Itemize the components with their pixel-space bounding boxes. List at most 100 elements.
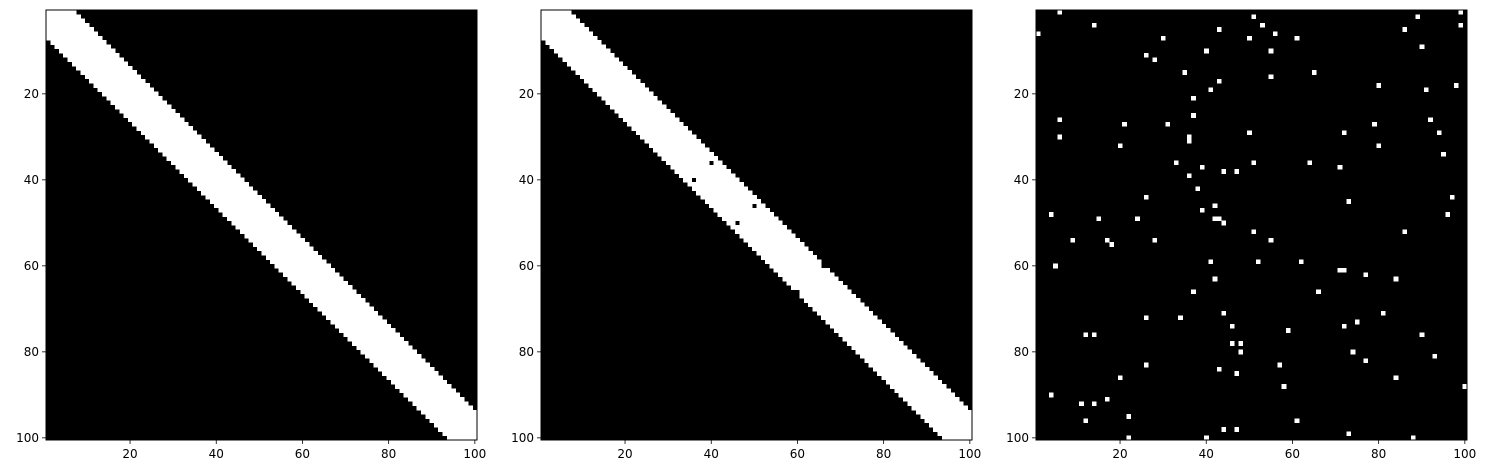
heatmap-cell [963, 418, 969, 424]
heatmap-cell [592, 35, 598, 41]
heatmap-cell [270, 225, 275, 230]
heatmap-cell [881, 328, 887, 333]
heatmap-cell [110, 65, 116, 71]
heatmap-cell [941, 397, 947, 402]
heatmap-cell [752, 233, 757, 239]
heatmap-cell [352, 306, 357, 312]
heatmap-cell [360, 332, 366, 338]
heatmap-cell [704, 151, 710, 157]
heatmap-cell [803, 298, 809, 303]
heatmap-cell [713, 160, 719, 166]
heatmap-cell [562, 44, 568, 50]
heatmap-cell [614, 96, 619, 101]
heatmap-cell [1402, 229, 1408, 234]
heatmap-cell [179, 169, 185, 174]
heatmap-cell [885, 375, 891, 381]
heatmap-cell [170, 134, 176, 140]
heatmap-cell [618, 70, 624, 75]
heatmap-cell [1273, 31, 1278, 37]
heatmap-cell [1410, 435, 1416, 441]
heatmap-cell [769, 229, 775, 234]
heatmap-cell [648, 143, 654, 148]
heatmap-cell [270, 255, 275, 260]
heatmap-cell [205, 143, 211, 148]
heatmap-cell [89, 74, 94, 80]
heatmap-cell [605, 48, 611, 54]
heatmap-cell [1251, 160, 1257, 166]
heatmap-cell [1186, 134, 1192, 140]
heatmap-cell [541, 27, 546, 32]
heatmap-cell [760, 216, 766, 222]
heatmap-cell [868, 336, 874, 342]
heatmap-cell [132, 113, 137, 118]
heatmap-cell [438, 409, 443, 415]
y-tick-label: 60 [1014, 259, 1029, 273]
heatmap-cell [661, 143, 667, 148]
heatmap-cell [317, 302, 323, 308]
heatmap-cell [455, 392, 461, 398]
heatmap-cell [644, 121, 650, 127]
heatmap-cell [93, 83, 99, 88]
heatmap-cell [553, 44, 559, 50]
x-tick-label: 40 [704, 447, 719, 461]
heatmap-cell [773, 250, 779, 256]
heatmap-cell [885, 336, 891, 342]
heatmap-cell [464, 414, 469, 419]
heatmap-cell [179, 117, 185, 123]
heatmap-cell [386, 323, 392, 329]
heatmap-cell [726, 220, 731, 226]
heatmap-cell [864, 311, 869, 316]
heatmap-cell [377, 341, 383, 346]
heatmap-cell [326, 311, 331, 316]
heatmap-cell [726, 194, 731, 200]
heatmap-cell [752, 246, 757, 252]
heatmap-cell [933, 401, 938, 406]
heatmap-cell [877, 341, 882, 346]
heatmap-cell [308, 289, 314, 295]
heatmap-cell [601, 53, 606, 58]
heatmap-cell [653, 100, 658, 105]
heatmap-cell [132, 78, 137, 84]
heatmap-cell [769, 225, 775, 230]
heatmap-cell [752, 216, 757, 222]
heatmap-cell [347, 319, 353, 325]
heatmap-cell [451, 427, 456, 432]
heatmap-cell [765, 216, 770, 222]
heatmap-cell [739, 203, 744, 209]
heatmap-cell [691, 164, 697, 170]
heatmap-cell [609, 96, 615, 101]
heatmap-cell [743, 194, 749, 200]
heatmap-cell [963, 427, 969, 432]
heatmap-cell [730, 186, 736, 191]
heatmap-cell [825, 306, 831, 312]
heatmap-cell [717, 203, 723, 209]
heatmap-cell [408, 358, 413, 363]
heatmap-cell [192, 177, 198, 183]
heatmap-cell [472, 431, 478, 437]
heatmap-cell [63, 40, 68, 45]
heatmap-cell [347, 285, 353, 290]
heatmap-cell [877, 371, 882, 376]
heatmap-cell [734, 199, 740, 204]
heatmap-cell [76, 27, 81, 32]
heatmap-cell [597, 78, 602, 84]
heatmap-cell [84, 53, 90, 58]
heatmap-cell [54, 10, 60, 15]
heatmap-cell [158, 117, 163, 123]
heatmap-cell [317, 272, 323, 277]
heatmap-cell [235, 177, 241, 183]
heatmap-cell [420, 371, 426, 376]
heatmap-cell [709, 190, 714, 196]
heatmap-cell [153, 126, 159, 131]
heatmap-cell [227, 177, 232, 183]
heatmap-cell [959, 414, 964, 419]
heatmap-cell [265, 203, 271, 209]
heatmap-cell [609, 87, 615, 93]
heatmap-cell [231, 199, 236, 204]
heatmap-cell [304, 250, 310, 256]
heatmap-cell [868, 349, 874, 355]
heatmap-cell [270, 207, 275, 213]
heatmap-cell [722, 173, 727, 179]
heatmap-cell [760, 225, 766, 230]
heatmap-cell [691, 147, 697, 153]
